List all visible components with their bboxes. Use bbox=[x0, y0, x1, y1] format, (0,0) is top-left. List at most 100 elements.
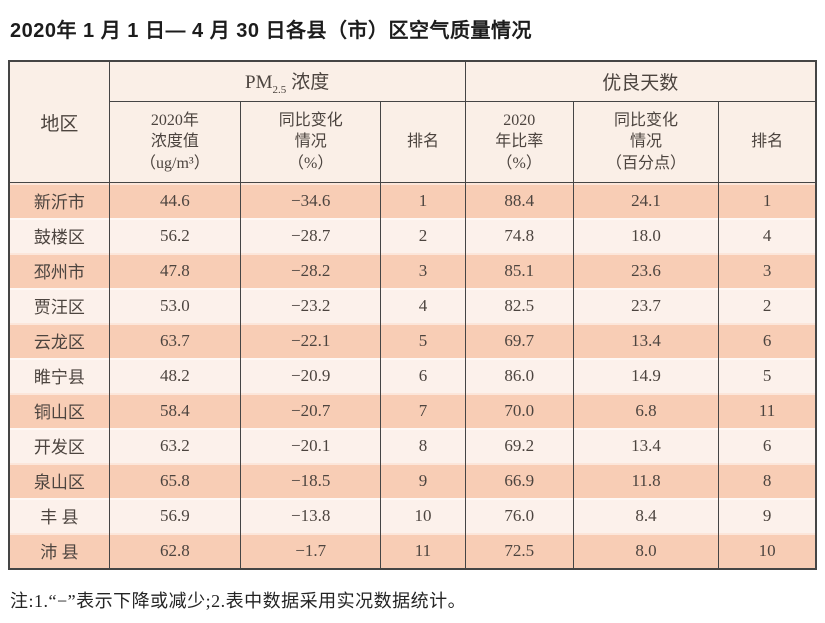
pm-rank-cell: 7 bbox=[380, 393, 466, 428]
days-rank-cell: 2 bbox=[718, 288, 816, 323]
pm-value-cell: 56.9 bbox=[108, 498, 241, 533]
pm-change-cell: −28.7 bbox=[240, 218, 381, 253]
pm-value-cell: 62.8 bbox=[108, 533, 241, 569]
col-header-region: 地区 bbox=[8, 61, 110, 183]
days-rate-cell: 86.0 bbox=[464, 358, 574, 393]
pm-change-cell: −34.6 bbox=[240, 182, 381, 218]
pm-change-cell: −23.2 bbox=[240, 288, 381, 323]
col-header-days-change: 同比变化 情况 （百分点） bbox=[572, 101, 719, 183]
days-rank-cell: 11 bbox=[718, 393, 816, 428]
region-cell: 鼓楼区 bbox=[8, 218, 110, 253]
table-row: 云龙区 63.7 −22.1 5 69.7 13.4 6 bbox=[8, 323, 816, 358]
days-rate-cell: 69.2 bbox=[464, 428, 574, 463]
region-cell: 云龙区 bbox=[8, 323, 110, 358]
region-cell: 泉山区 bbox=[8, 463, 110, 498]
days-rate-cell: 88.4 bbox=[464, 182, 574, 218]
header-sub-row: 2020年 浓度值 （ug/m³） 同比变化 情况 （%） 排名 2020 年比… bbox=[9, 101, 816, 183]
days-rank-cell: 6 bbox=[718, 428, 816, 463]
days-rate-cell: 85.1 bbox=[464, 253, 574, 288]
table-row: 铜山区 58.4 −20.7 7 70.0 6.8 11 bbox=[8, 393, 816, 428]
pm-rank-cell: 9 bbox=[380, 463, 466, 498]
pm-rank-cell: 6 bbox=[380, 358, 466, 393]
col-group-days: 优良天数 bbox=[464, 61, 816, 102]
days-rate-cell: 76.0 bbox=[464, 498, 574, 533]
table-row: 新沂市 44.6 −34.6 1 88.4 24.1 1 bbox=[8, 182, 816, 218]
pm-change-cell: −28.2 bbox=[240, 253, 381, 288]
footnote: 注:1.“−”表示下降或减少;2.表中数据采用实况数据统计。 bbox=[10, 591, 467, 611]
region-cell: 丰 县 bbox=[8, 498, 110, 533]
pm-value-cell: 53.0 bbox=[108, 288, 241, 323]
region-cell: 贾汪区 bbox=[8, 288, 110, 323]
pm-value-cell: 63.7 bbox=[108, 323, 241, 358]
pm-rank-cell: 3 bbox=[380, 253, 466, 288]
region-cell: 睢宁县 bbox=[8, 358, 110, 393]
days-rate-cell: 82.5 bbox=[464, 288, 574, 323]
days-change-cell: 13.4 bbox=[572, 428, 719, 463]
table-header: 地区 PM2.5 浓度 优良天数 2020年 浓度值 （ug/m³） 同比变化 情… bbox=[8, 61, 816, 183]
pm-change-cell: −13.8 bbox=[240, 498, 381, 533]
days-change-cell: 6.8 bbox=[572, 393, 719, 428]
pm-change-cell: −18.5 bbox=[240, 463, 381, 498]
col-header-days-rate: 2020 年比率 （%） bbox=[464, 101, 574, 183]
table-body: 新沂市 44.6 −34.6 1 88.4 24.1 1 鼓楼区 56.2 −2… bbox=[8, 182, 816, 569]
days-rank-cell: 6 bbox=[718, 323, 816, 358]
pm-value-cell: 65.8 bbox=[108, 463, 241, 498]
col-header-pm-value: 2020年 浓度值 （ug/m³） bbox=[108, 101, 241, 183]
days-rank-cell: 10 bbox=[718, 533, 816, 569]
days-rank-cell: 4 bbox=[718, 218, 816, 253]
pm-value-cell: 63.2 bbox=[108, 428, 241, 463]
col-header-pm-change: 同比变化 情况 （%） bbox=[240, 101, 381, 183]
table-row: 丰 县 56.9 −13.8 10 76.0 8.4 9 bbox=[8, 498, 816, 533]
days-rate-cell: 70.0 bbox=[464, 393, 574, 428]
days-rate-cell: 72.5 bbox=[464, 533, 574, 569]
col-group-pm25: PM2.5 浓度 bbox=[108, 61, 466, 102]
days-change-cell: 8.4 bbox=[572, 498, 719, 533]
region-cell: 新沂市 bbox=[8, 182, 110, 218]
days-rate-cell: 66.9 bbox=[464, 463, 574, 498]
pm-value-cell: 58.4 bbox=[108, 393, 241, 428]
col-header-pm-rank: 排名 bbox=[380, 101, 466, 183]
table-row: 睢宁县 48.2 −20.9 6 86.0 14.9 5 bbox=[8, 358, 816, 393]
pm-rank-cell: 4 bbox=[380, 288, 466, 323]
air-quality-table: 地区 PM2.5 浓度 优良天数 2020年 浓度值 （ug/m³） 同比变化 情… bbox=[8, 60, 817, 570]
pm-rank-cell: 5 bbox=[380, 323, 466, 358]
pm-rank-cell: 10 bbox=[380, 498, 466, 533]
pm25-label: PM2.5 浓度 bbox=[245, 72, 330, 96]
table-row: 鼓楼区 56.2 −28.7 2 74.8 18.0 4 bbox=[8, 218, 816, 253]
table-row: 沛 县 62.8 −1.7 11 72.5 8.0 10 bbox=[8, 533, 816, 569]
region-cell: 铜山区 bbox=[8, 393, 110, 428]
pm25-subscript: 2.5 bbox=[272, 83, 287, 96]
days-rate-cell: 69.7 bbox=[464, 323, 574, 358]
table-row: 贾汪区 53.0 −23.2 4 82.5 23.7 2 bbox=[8, 288, 816, 323]
days-change-cell: 23.7 bbox=[572, 288, 719, 323]
region-cell: 邳州市 bbox=[8, 253, 110, 288]
days-change-cell: 14.9 bbox=[572, 358, 719, 393]
pm-change-cell: −20.1 bbox=[240, 428, 381, 463]
pm-change-cell: −22.1 bbox=[240, 323, 381, 358]
pm-value-cell: 48.2 bbox=[108, 358, 241, 393]
days-rank-cell: 3 bbox=[718, 253, 816, 288]
table-row: 邳州市 47.8 −28.2 3 85.1 23.6 3 bbox=[8, 253, 816, 288]
pm-change-cell: −20.9 bbox=[240, 358, 381, 393]
header-group-row: 地区 PM2.5 浓度 优良天数 bbox=[8, 61, 816, 183]
pm-value-cell: 47.8 bbox=[108, 253, 241, 288]
pm-rank-cell: 8 bbox=[380, 428, 466, 463]
days-rank-cell: 9 bbox=[718, 498, 816, 533]
col-header-days-rank: 排名 bbox=[718, 101, 816, 183]
days-change-cell: 18.0 bbox=[572, 218, 719, 253]
page-title: 2020年 1 月 1 日— 4 月 30 日各县（市）区空气质量情况 bbox=[10, 20, 533, 42]
days-change-cell: 8.0 bbox=[572, 533, 719, 569]
pm25-suffix: 浓度 bbox=[291, 72, 330, 94]
days-rank-cell: 1 bbox=[718, 182, 816, 218]
table-row: 开发区 63.2 −20.1 8 69.2 13.4 6 bbox=[8, 428, 816, 463]
region-cell: 沛 县 bbox=[8, 533, 110, 569]
days-rank-cell: 5 bbox=[718, 358, 816, 393]
days-change-cell: 23.6 bbox=[572, 253, 719, 288]
pm-rank-cell: 2 bbox=[380, 218, 466, 253]
days-rate-cell: 74.8 bbox=[464, 218, 574, 253]
days-rank-cell: 8 bbox=[718, 463, 816, 498]
pm-rank-cell: 1 bbox=[380, 182, 466, 218]
pm-value-cell: 44.6 bbox=[108, 182, 241, 218]
region-cell: 开发区 bbox=[8, 428, 110, 463]
